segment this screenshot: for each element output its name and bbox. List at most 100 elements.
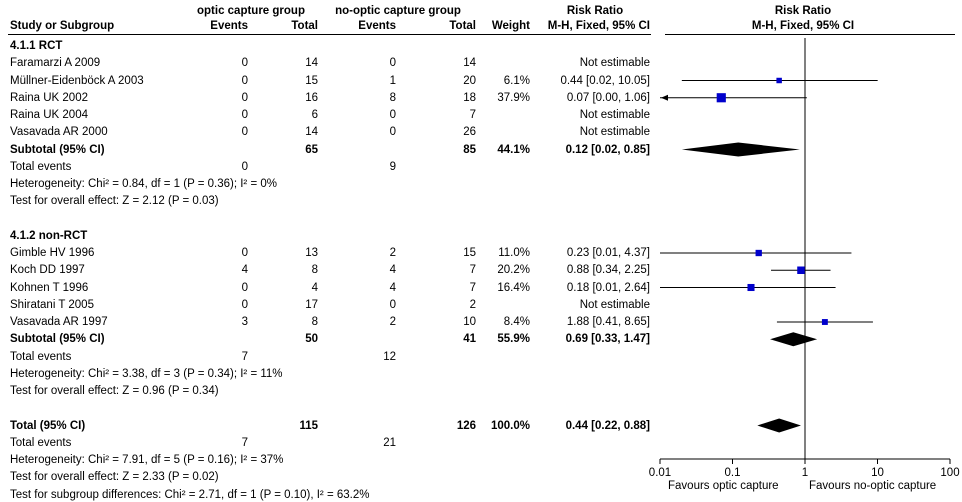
study-name: Koch DD 1997 bbox=[10, 264, 85, 277]
events-optic-cell: 4 bbox=[241, 264, 248, 277]
subgroup-label: 4.1.2 non-RCT bbox=[10, 229, 88, 242]
total-optic-cell: 4 bbox=[311, 281, 318, 294]
risk-ratio-ci-cell: 1.88 [0.41, 8.65] bbox=[566, 316, 650, 328]
events-label: Total events bbox=[10, 350, 72, 363]
total2-header: Total bbox=[449, 20, 476, 32]
total-optic-cell: 6 bbox=[311, 109, 318, 121]
events-no-optic-cell: 0 bbox=[389, 126, 396, 139]
weight-header: Weight bbox=[491, 20, 530, 32]
events-optic-cell: 0 bbox=[241, 160, 248, 173]
events-optic-cell: 0 bbox=[241, 57, 248, 70]
events-no-optic-cell: 4 bbox=[389, 264, 396, 277]
pooled-estimate-diamond bbox=[681, 142, 800, 157]
total-optic-cell: 14 bbox=[305, 57, 318, 70]
total-no-optic-cell: 14 bbox=[463, 57, 476, 70]
events-optic-cell: 0 bbox=[241, 91, 248, 104]
total-optic-cell: 15 bbox=[305, 74, 318, 87]
events-no-optic-cell: 8 bbox=[389, 91, 396, 104]
events-no-optic-cell: 12 bbox=[383, 350, 396, 363]
risk-ratio-ci-cell: Not estimable bbox=[579, 298, 650, 311]
weight-cell: 100.0% bbox=[490, 419, 530, 432]
subtotal-label: Subtotal (95% CI) bbox=[10, 143, 105, 156]
events-no-optic-cell: 0 bbox=[389, 57, 396, 70]
study-column-header: Study or Subgroup bbox=[10, 20, 115, 32]
subtotal-label: Subtotal (95% CI) bbox=[10, 333, 105, 346]
risk-ratio-ci-cell: Not estimable bbox=[579, 126, 650, 139]
events-no-optic-cell: 21 bbox=[383, 436, 396, 449]
total-optic-cell: 17 bbox=[305, 298, 318, 311]
total-optic-cell: 13 bbox=[305, 247, 318, 259]
method-header: M-H, Fixed, 95% CI bbox=[547, 20, 650, 32]
total-optic-cell: 16 bbox=[305, 91, 318, 104]
plot-title: Risk Ratio bbox=[774, 5, 832, 17]
risk-ratio-ci-cell: 0.44 [0.02, 10.05] bbox=[560, 74, 650, 87]
events-optic-cell: 0 bbox=[241, 298, 248, 311]
group2-header: no-optic capture group bbox=[335, 5, 461, 17]
note-label: Test for subgroup differences: Chi² = 2.… bbox=[10, 488, 370, 501]
plot-header-rule bbox=[665, 34, 955, 35]
events-no-optic-cell: 9 bbox=[389, 160, 396, 173]
events-no-optic-cell: 1 bbox=[389, 74, 396, 87]
events-no-optic-cell: 0 bbox=[389, 109, 396, 121]
total-no-optic-cell: 20 bbox=[463, 74, 476, 87]
total-no-optic-cell: 41 bbox=[463, 333, 476, 346]
weight-cell: 16.4% bbox=[497, 281, 530, 294]
risk-ratio-ci-cell: Not estimable bbox=[579, 57, 650, 70]
subgroup-label: 4.1.1 RCT bbox=[10, 40, 63, 52]
events2-header: Events bbox=[358, 20, 396, 32]
total-optic-cell: 8 bbox=[311, 316, 318, 328]
study-name: Raina UK 2004 bbox=[10, 109, 88, 121]
note-label: Heterogeneity: Chi² = 0.84, df = 1 (P = … bbox=[10, 178, 277, 190]
weight-cell: 6.1% bbox=[503, 74, 530, 87]
total-no-optic-cell: 126 bbox=[456, 419, 476, 432]
events-label: Total events bbox=[10, 160, 72, 173]
risk-ratio-ci-cell: 0.12 [0.02, 0.85] bbox=[565, 143, 650, 156]
note-label: Heterogeneity: Chi² = 3.38, df = 3 (P = … bbox=[10, 367, 283, 380]
events-optic-cell: 0 bbox=[241, 109, 248, 121]
note-label: Heterogeneity: Chi² = 7.91, df = 5 (P = … bbox=[10, 454, 284, 466]
total-no-optic-cell: 15 bbox=[463, 247, 476, 259]
events-optic-cell: 7 bbox=[241, 350, 248, 363]
events-optic-cell: 0 bbox=[241, 74, 248, 87]
total-no-optic-cell: 10 bbox=[463, 316, 476, 328]
study-name: Raina UK 2002 bbox=[10, 91, 88, 104]
study-estimate-square bbox=[797, 266, 805, 274]
events-optic-cell: 0 bbox=[241, 126, 248, 139]
note-label: Test for overall effect: Z = 2.33 (P = 0… bbox=[10, 471, 219, 484]
risk-ratio-ci-cell: 0.23 [0.01, 4.37] bbox=[566, 247, 650, 259]
pooled-estimate-diamond bbox=[770, 332, 818, 347]
total-no-optic-cell: 26 bbox=[463, 126, 476, 139]
weight-cell: 55.9% bbox=[497, 333, 530, 346]
weight-cell: 20.2% bbox=[497, 264, 530, 277]
study-name: Gimble HV 1996 bbox=[10, 247, 95, 259]
events-no-optic-cell: 4 bbox=[389, 281, 396, 294]
total-no-optic-cell: 2 bbox=[469, 298, 476, 311]
group1-header: optic capture group bbox=[197, 5, 305, 17]
ci-truncation-arrow bbox=[661, 94, 668, 101]
favours-left-label: Favours optic capture bbox=[668, 480, 779, 492]
study-estimate-square bbox=[776, 77, 782, 84]
x-tick-label: 0.01 bbox=[649, 467, 671, 479]
note-label: Test for overall effect: Z = 2.12 (P = 0… bbox=[10, 195, 219, 208]
weight-cell: 8.4% bbox=[503, 316, 530, 328]
study-name: Kohnen T 1996 bbox=[10, 281, 89, 294]
risk-ratio-ci-cell: Not estimable bbox=[579, 109, 650, 121]
study-estimate-square bbox=[821, 319, 828, 325]
study-name: Müllner-Eidenböck A 2003 bbox=[10, 74, 144, 87]
events1-header: Events bbox=[210, 20, 248, 32]
study-name: Vasavada AR 1997 bbox=[10, 316, 108, 328]
favours-right-label: Favours no-optic capture bbox=[809, 480, 937, 492]
total-optic-cell: 115 bbox=[299, 419, 318, 432]
study-estimate-square bbox=[747, 283, 755, 292]
events-optic-cell: 0 bbox=[241, 281, 248, 294]
risk-ratio-column-header: Risk Ratio bbox=[566, 5, 624, 17]
events-no-optic-cell: 2 bbox=[389, 316, 396, 328]
study-estimate-square bbox=[716, 93, 726, 103]
total-label: Total (95% CI) bbox=[10, 419, 86, 432]
x-tick-label: 100 bbox=[940, 467, 959, 479]
total-optic-cell: 14 bbox=[305, 126, 318, 139]
plot-method-header: M-H, Fixed, 95% CI bbox=[751, 20, 855, 32]
risk-ratio-ci-cell: 0.07 [0.00, 1.06] bbox=[566, 91, 650, 104]
header-rule bbox=[8, 34, 651, 35]
study-estimate-square bbox=[755, 249, 762, 257]
